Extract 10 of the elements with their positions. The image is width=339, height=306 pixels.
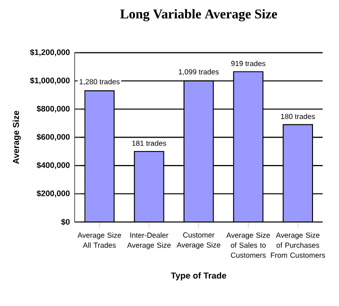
y-tick-label: $1,000,000 — [30, 77, 70, 84]
y-tick-label: $0 — [61, 218, 70, 226]
y-tick-label: $400,000 — [36, 162, 70, 170]
y-axis-title: Average Size — [12, 110, 21, 164]
y-tick-label: $600,000 — [36, 134, 70, 141]
y-tick-label: $800,000 — [36, 106, 70, 113]
y-tick-label: $1,200,000 — [30, 49, 70, 56]
chart-title: Long Variable Average Size — [120, 9, 278, 22]
x-axis-title: Type of Trade — [170, 272, 226, 280]
y-tick-label: $200,000 — [36, 190, 70, 198]
